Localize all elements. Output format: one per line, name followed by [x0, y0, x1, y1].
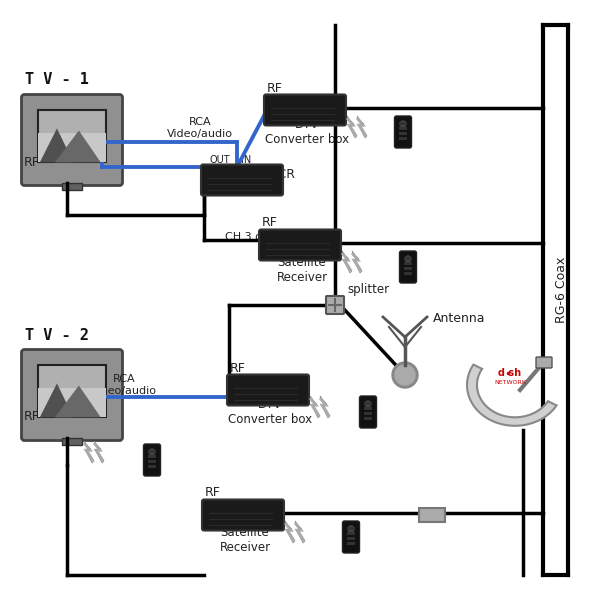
- Bar: [399, 132, 407, 135]
- FancyBboxPatch shape: [143, 444, 161, 476]
- Polygon shape: [55, 386, 101, 418]
- Text: splitter: splitter: [347, 283, 389, 295]
- Polygon shape: [342, 251, 352, 273]
- Bar: [148, 450, 156, 453]
- Circle shape: [405, 256, 411, 262]
- FancyBboxPatch shape: [22, 94, 122, 185]
- FancyBboxPatch shape: [22, 349, 122, 440]
- Polygon shape: [55, 131, 101, 163]
- FancyBboxPatch shape: [201, 164, 283, 196]
- Polygon shape: [40, 383, 73, 418]
- Bar: [62, 182, 82, 190]
- FancyBboxPatch shape: [259, 229, 341, 260]
- Text: RCA
Video/audio: RCA Video/audio: [91, 374, 157, 396]
- Bar: [148, 460, 156, 463]
- Text: DTV
Converter box: DTV Converter box: [228, 398, 312, 426]
- Bar: [404, 262, 412, 265]
- Polygon shape: [295, 521, 305, 543]
- Polygon shape: [347, 116, 357, 138]
- Circle shape: [400, 121, 406, 127]
- Polygon shape: [467, 365, 557, 426]
- Text: NETWORK: NETWORK: [494, 379, 526, 385]
- Bar: [399, 127, 407, 130]
- Text: RF: RF: [262, 217, 278, 229]
- Circle shape: [392, 362, 418, 388]
- FancyBboxPatch shape: [536, 357, 552, 368]
- Text: T V - 2: T V - 2: [25, 328, 89, 343]
- FancyBboxPatch shape: [359, 396, 377, 428]
- Polygon shape: [310, 396, 320, 418]
- Bar: [148, 465, 156, 468]
- Circle shape: [348, 526, 354, 532]
- Bar: [399, 122, 407, 125]
- Polygon shape: [352, 251, 362, 273]
- Text: RF: RF: [24, 155, 40, 169]
- Text: RG-6 Coax: RG-6 Coax: [555, 257, 568, 323]
- FancyBboxPatch shape: [202, 499, 284, 530]
- Text: RF: RF: [267, 82, 283, 94]
- Circle shape: [395, 365, 415, 385]
- Bar: [404, 272, 412, 275]
- Polygon shape: [357, 116, 367, 138]
- Text: T V - 1: T V - 1: [25, 73, 89, 88]
- Bar: [404, 257, 412, 260]
- FancyBboxPatch shape: [326, 296, 344, 314]
- Bar: [404, 267, 412, 270]
- FancyBboxPatch shape: [400, 251, 416, 283]
- Text: Satellite
Receiver: Satellite Receiver: [277, 256, 328, 284]
- Text: CH 3 or 4: CH 3 or 4: [225, 232, 277, 242]
- Bar: [347, 532, 355, 535]
- Text: Satellite
Receiver: Satellite Receiver: [220, 526, 271, 554]
- Bar: [38, 388, 106, 418]
- Circle shape: [149, 449, 155, 455]
- Polygon shape: [84, 441, 94, 463]
- FancyBboxPatch shape: [38, 110, 106, 163]
- Bar: [364, 407, 372, 410]
- Bar: [364, 412, 372, 415]
- FancyBboxPatch shape: [38, 365, 106, 418]
- Text: Antenna: Antenna: [433, 313, 485, 325]
- Text: IN: IN: [241, 155, 251, 165]
- Polygon shape: [40, 128, 73, 163]
- Bar: [38, 133, 106, 163]
- Text: d sh: d sh: [499, 368, 521, 378]
- FancyBboxPatch shape: [395, 116, 412, 148]
- Bar: [399, 137, 407, 140]
- Polygon shape: [94, 441, 104, 463]
- Text: OUT: OUT: [209, 155, 230, 165]
- Text: RF: RF: [24, 410, 40, 424]
- Polygon shape: [320, 396, 330, 418]
- Bar: [347, 542, 355, 545]
- Bar: [419, 508, 445, 522]
- Bar: [364, 417, 372, 420]
- FancyBboxPatch shape: [343, 521, 359, 553]
- Text: RCA
Video/audio: RCA Video/audio: [167, 117, 233, 139]
- Polygon shape: [285, 521, 295, 543]
- Text: VCR: VCR: [270, 167, 296, 181]
- FancyBboxPatch shape: [227, 374, 309, 406]
- Circle shape: [365, 401, 371, 407]
- Bar: [347, 527, 355, 530]
- Bar: [62, 437, 82, 445]
- Bar: [364, 402, 372, 405]
- Text: DTV
Converter box: DTV Converter box: [265, 118, 349, 146]
- Bar: [148, 455, 156, 458]
- Text: RF: RF: [230, 361, 246, 374]
- Text: RF: RF: [205, 487, 221, 499]
- FancyBboxPatch shape: [264, 94, 346, 125]
- Bar: [347, 537, 355, 540]
